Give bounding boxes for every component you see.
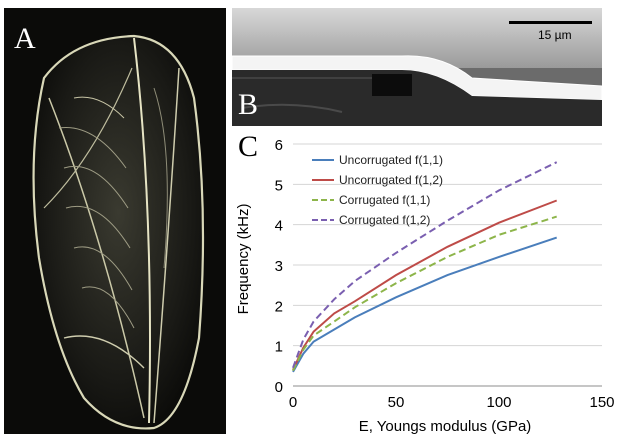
panel-c-label: C: [238, 130, 259, 163]
x-tick-label: 50: [388, 394, 405, 411]
legend-label: Uncorrugated f(1,1): [339, 153, 443, 167]
y-tick-label: 5: [275, 177, 283, 194]
panel-a-wing-photo: A: [4, 8, 226, 434]
legend-label: Corrugated f(1,2): [339, 213, 430, 227]
y-tick-label: 3: [275, 258, 283, 275]
y-tick-label: 0: [275, 379, 283, 396]
wing-photo-illustration: [32, 34, 205, 430]
x-tick-label: 100: [486, 394, 511, 411]
chart-series: [292, 161, 558, 373]
panel-b-label: B: [238, 88, 259, 121]
series-line-1: [292, 236, 558, 373]
x-tick-label: 0: [289, 394, 297, 411]
x-axis-label: E, Youngs modulus (GPa): [359, 418, 532, 435]
chart-ticks: 0 1 2 3 4 5 6 0 50 100 150: [275, 137, 615, 411]
y-tick-label: 4: [275, 218, 283, 235]
legend-label: Uncorrugated f(1,2): [339, 173, 443, 187]
panel-a-label: A: [14, 22, 36, 55]
sem-image-illustration: [232, 8, 602, 126]
scale-bar-label: 15 µm: [538, 28, 572, 42]
x-tick-label: 150: [589, 394, 614, 411]
series-line-3: [292, 215, 558, 372]
legend-label: Corrugated f(1,1): [339, 193, 430, 207]
y-axis-label: Frequency (kHz): [235, 204, 252, 315]
series-line-2: [292, 199, 558, 371]
scale-bar: [509, 21, 592, 24]
y-tick-label: 2: [275, 298, 283, 315]
panel-b-sem-image: 15 µm B: [232, 8, 602, 126]
chart-grid: [293, 143, 602, 387]
chart-legend: Uncorrugated f(1,1) Uncorrugated f(1,2) Co…: [312, 153, 443, 227]
y-tick-label: 1: [275, 339, 283, 356]
series-line-4: [292, 161, 558, 369]
y-tick-label: 6: [275, 137, 283, 154]
panel-c-chart: 0 1 2 3 4 5 6 0 50 100 150 Uncorrugated f(1,1) Unco…: [232, 126, 623, 436]
